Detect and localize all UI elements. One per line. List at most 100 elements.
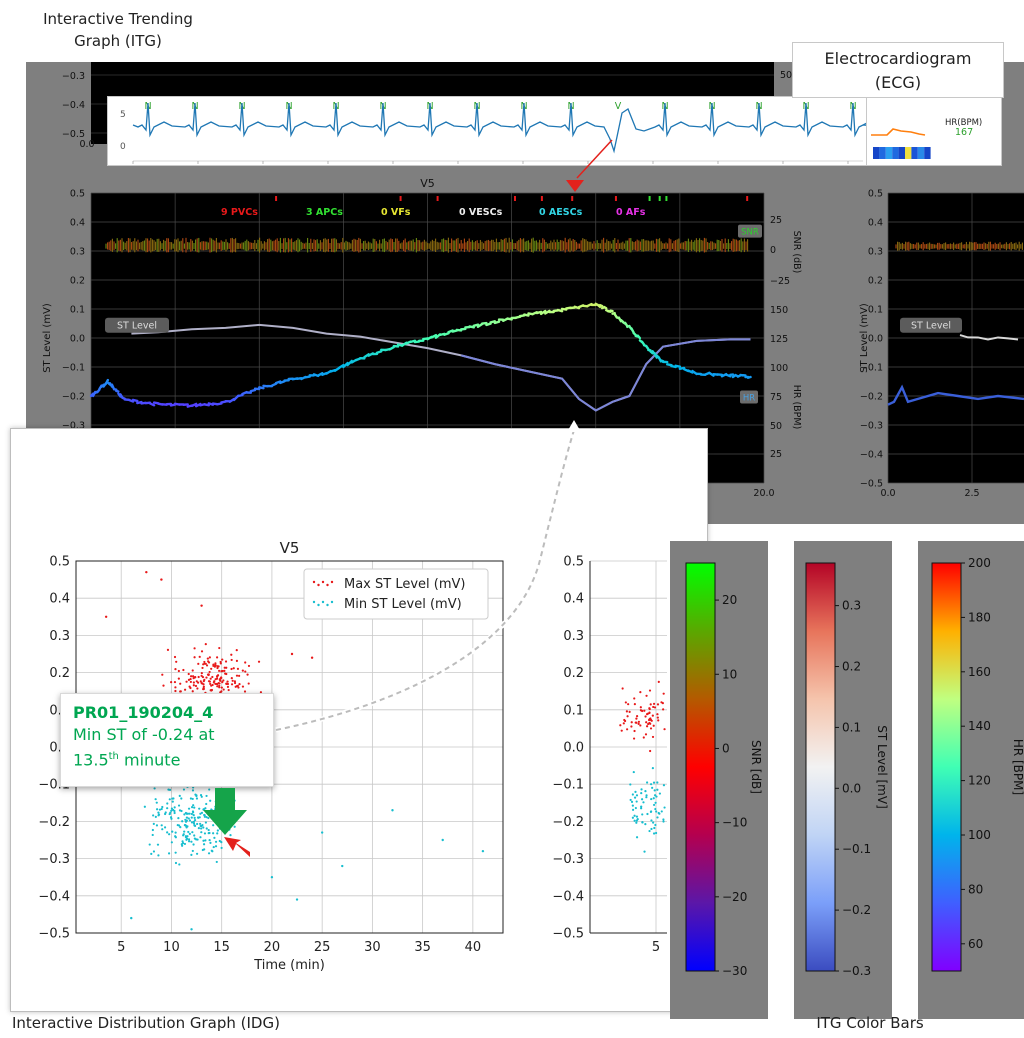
idg-point <box>187 817 190 820</box>
idg-caption: Interactive Distribution Graph (IDG) <box>12 1014 280 1032</box>
idg-point <box>174 686 177 689</box>
idg-right-point <box>648 717 651 721</box>
idg-point <box>218 839 221 843</box>
hr-trace-seg <box>632 331 637 337</box>
idg-right-point <box>635 836 639 839</box>
hr-trace-seg <box>485 322 492 327</box>
idg-point <box>236 684 239 687</box>
hr-trace-seg <box>337 363 345 369</box>
idg-right-point <box>652 724 655 727</box>
idg-right-point <box>645 721 648 724</box>
idg-x-tick: 25 <box>314 940 331 955</box>
idg-point <box>183 813 186 816</box>
idg-point <box>216 682 219 686</box>
idg-point <box>222 688 225 691</box>
idg-point <box>225 810 229 813</box>
hr-trace-seg <box>666 363 673 367</box>
idg-point <box>160 578 163 581</box>
idg-point <box>210 815 213 818</box>
ecg-hr-color-cell <box>892 147 899 159</box>
idg-point <box>177 817 180 820</box>
idg-point <box>230 667 233 671</box>
idg-x-tick: 5 <box>117 940 125 955</box>
idg-y-tick: −0.5 <box>38 927 70 942</box>
hr-trace-seg <box>89 392 95 398</box>
idg-right-point <box>640 788 643 791</box>
itg-caption: Interactive Trending Graph (ITG) <box>18 8 218 52</box>
hr-trace-seg <box>270 382 278 387</box>
idg-point <box>216 829 219 832</box>
idg-point <box>173 680 177 684</box>
itg-hr-tick: 150 <box>770 305 788 316</box>
ecg-hr-color-cell <box>917 147 925 159</box>
idg-right-point <box>643 709 646 712</box>
hr-trace-seg <box>506 317 513 321</box>
idg-point <box>193 824 197 827</box>
idg-right-point <box>635 800 638 803</box>
idg-point <box>166 807 169 810</box>
idg-point <box>154 815 157 818</box>
idg-right-point <box>628 710 631 713</box>
hr-trace-seg <box>136 400 143 405</box>
idg-right-point <box>631 816 634 819</box>
itg-ylabel: ST Level (mV) <box>42 303 53 373</box>
idg-point <box>215 677 219 680</box>
hr-trace-seg <box>258 386 265 390</box>
idg-right-point <box>625 710 628 713</box>
idg-point <box>199 812 202 815</box>
idg-right-point <box>653 789 656 792</box>
itg-event-tick <box>513 196 516 201</box>
idg-right-point <box>645 796 648 799</box>
itg-y-tick: −0.3 <box>62 421 85 432</box>
colorbar-tick-label: 0.0 <box>842 781 861 795</box>
idg-right-point <box>656 716 659 719</box>
hr-trace-seg <box>489 320 496 324</box>
idg-point <box>226 685 230 688</box>
idg-point <box>156 843 160 846</box>
itg-right-y-tick: 0.0 <box>868 334 883 345</box>
callout-line3: 13.5th minute <box>73 746 261 771</box>
colorbar-panel-snr: 20 10 0 −10 −20 −30 SNR [dB] <box>670 541 768 1019</box>
st-badge: ST Level <box>117 321 157 332</box>
idg-right-point <box>633 796 637 799</box>
idg-right-point <box>650 827 653 831</box>
idg-right-point <box>641 709 644 713</box>
idg-legend-marker <box>312 580 316 584</box>
itg-y-tick: −0.2 <box>62 392 85 403</box>
idg-right-point <box>635 717 638 720</box>
idg-point <box>207 852 211 855</box>
idg-right-point <box>619 724 622 727</box>
idg-point <box>391 809 394 812</box>
ecg-hr-widget: HR(BPM)167 <box>871 118 982 159</box>
hr-trace-seg <box>409 339 417 344</box>
callout-minute: 13.5 <box>73 750 109 770</box>
idg-point <box>185 816 189 819</box>
idg-point <box>182 834 185 837</box>
idg-point <box>236 667 240 670</box>
idg-point <box>209 682 212 686</box>
idg-point <box>259 691 263 694</box>
idg-point <box>205 816 208 819</box>
idg-point <box>202 839 205 842</box>
idg-point <box>191 849 194 853</box>
itg-right-y-tick: −0.2 <box>860 392 883 403</box>
colorbar-tick-label: 80 <box>968 882 983 896</box>
idg-point <box>210 667 213 670</box>
right-st-badge: ST Level <box>911 321 951 332</box>
idg-point <box>187 840 191 843</box>
idg-point <box>195 794 198 797</box>
idg-right-point <box>640 807 643 810</box>
idg-point <box>196 838 199 841</box>
idg-point <box>183 842 187 846</box>
idg-point <box>238 674 241 677</box>
idg-point <box>241 669 244 672</box>
colorbar-tick-label: −0.3 <box>842 964 871 978</box>
idg-point <box>214 840 218 843</box>
idg-point <box>177 804 181 807</box>
back-right-tick: 50 <box>780 70 792 81</box>
idg-point <box>168 833 171 836</box>
idg-right-point <box>651 786 654 789</box>
idg-right-point <box>652 705 655 709</box>
idg-point <box>182 788 186 791</box>
